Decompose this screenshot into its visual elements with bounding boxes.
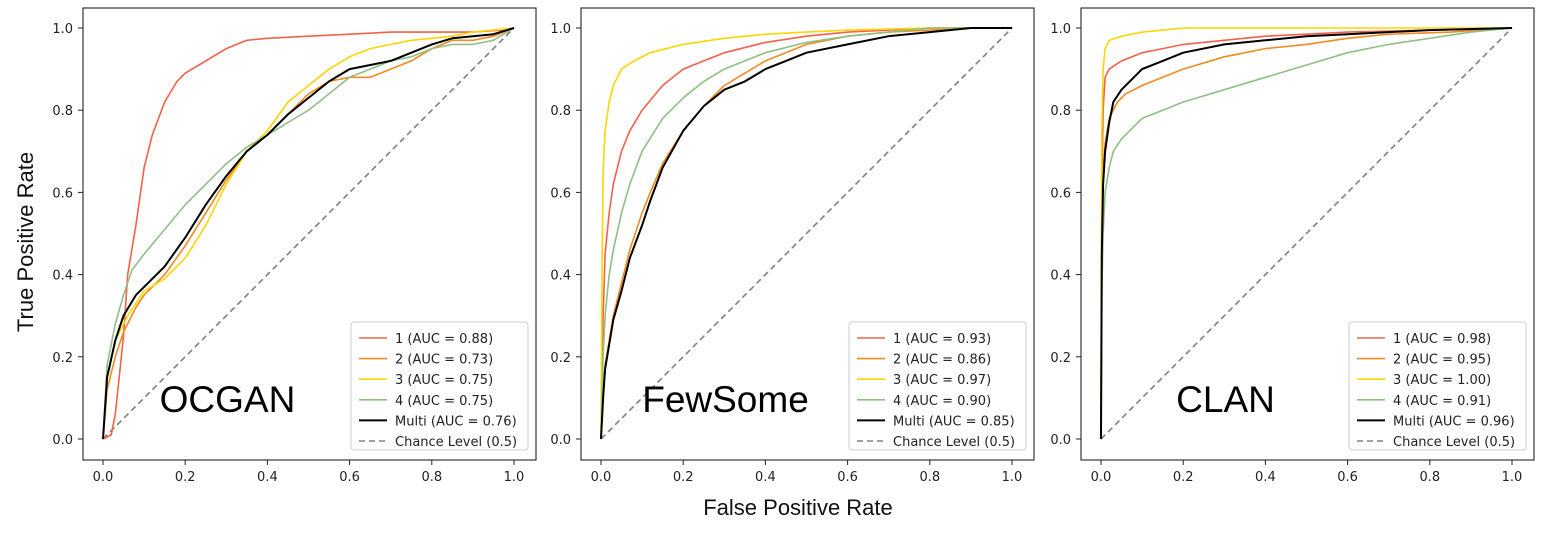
y-tick-label: 0.8 <box>52 104 73 119</box>
plot-frame <box>1080 7 1535 461</box>
x-axis-title: False Positive Rate <box>703 495 893 520</box>
y-tick-label: 0.0 <box>550 433 571 448</box>
legend-label: 1 (AUC = 0.88) <box>395 332 493 347</box>
y-tick-label: 0.6 <box>1050 186 1071 201</box>
legend-label: 1 (AUC = 0.93) <box>893 332 991 347</box>
x-tick-label: 0.8 <box>421 470 442 485</box>
legend-box <box>350 321 529 451</box>
roc-curve <box>1100 27 1513 440</box>
roc-curve <box>600 27 1012 440</box>
legend-label: 1 (AUC = 0.98) <box>1393 332 1491 347</box>
plot-frame <box>580 7 1035 461</box>
x-tick-label: 0.6 <box>339 470 360 485</box>
legend-label: 3 (AUC = 0.75) <box>395 373 493 388</box>
y-tick-label: 0.4 <box>52 269 73 284</box>
roc-curve <box>1100 27 1513 440</box>
legend-label: Chance Level (0.5) <box>893 435 1015 450</box>
legend-label: 3 (AUC = 1.00) <box>1393 373 1491 388</box>
x-tick-label: 1.0 <box>1002 470 1023 485</box>
x-tick-label: 0.2 <box>175 470 196 485</box>
roc-curve <box>102 27 515 440</box>
legend-box <box>1348 321 1527 451</box>
chance-line <box>1100 27 1513 440</box>
y-tick-label: 0.2 <box>550 351 571 366</box>
x-tick-label: 0.4 <box>755 470 776 485</box>
legend-label: Chance Level (0.5) <box>395 435 517 450</box>
legend-label: 3 (AUC = 0.97) <box>893 373 991 388</box>
panel-title: CLAN <box>1176 379 1275 420</box>
legend-label: Multi (AUC = 0.76) <box>395 414 517 429</box>
x-tick-label: 0.0 <box>591 470 612 485</box>
x-tick-label: 0.2 <box>673 470 694 485</box>
x-tick-label: 0.4 <box>257 470 278 485</box>
x-tick-label: 1.0 <box>1502 470 1523 485</box>
roc-curve <box>1100 27 1512 440</box>
x-tick-label: 0.0 <box>1091 470 1112 485</box>
legend: 1 (AUC = 0.93) 2 (AUC = 0.86) 3 (AUC = 0.9… <box>848 321 1027 451</box>
legend-label: Chance Level (0.5) <box>1393 435 1515 450</box>
x-tick-label: 0.6 <box>1337 470 1358 485</box>
roc-curve <box>102 27 515 440</box>
x-tick-label: 0.0 <box>93 470 114 485</box>
roc-curve <box>600 27 1012 440</box>
y-tick-label: 1.0 <box>1050 22 1071 37</box>
panel-title: FewSome <box>642 379 809 420</box>
x-tick-label: 0.2 <box>1173 470 1194 485</box>
y-tick-label: 0.4 <box>1050 269 1071 284</box>
y-tick-label: 0.4 <box>550 269 571 284</box>
legend-label: 4 (AUC = 0.75) <box>395 394 493 409</box>
roc-curve <box>102 27 515 440</box>
y-tick-label: 0.6 <box>550 186 571 201</box>
legend-label: 2 (AUC = 0.86) <box>893 353 991 368</box>
y-tick-label: 1.0 <box>52 22 73 37</box>
x-tick-label: 0.8 <box>919 470 940 485</box>
chance-line <box>102 27 515 440</box>
roc-panel: 0.0 0.2 0.4 0.6 0.8 1.0 0.0 0.2 0.4 0.6 0.8 1.0 OCGA… <box>52 7 537 485</box>
panel-title: OCGAN <box>160 379 296 420</box>
roc-curve <box>600 27 1012 440</box>
roc-curve <box>1100 27 1513 440</box>
legend-label: Multi (AUC = 0.96) <box>1393 414 1515 429</box>
y-tick-label: 1.0 <box>550 22 571 37</box>
x-tick-label: 1.0 <box>504 470 525 485</box>
plot-frame <box>82 7 537 461</box>
y-tick-label: 0.0 <box>1050 433 1071 448</box>
x-tick-label: 0.8 <box>1419 470 1440 485</box>
roc-panel: 0.0 0.2 0.4 0.6 0.8 1.0 0.0 0.2 0.4 0.6 0.8 1.0 FewS… <box>550 7 1035 485</box>
roc-curve <box>600 27 1012 440</box>
y-tick-label: 0.6 <box>52 186 73 201</box>
legend-box <box>848 321 1027 451</box>
x-tick-label: 0.4 <box>1255 470 1276 485</box>
y-tick-label: 0.8 <box>550 104 571 119</box>
y-tick-label: 0.8 <box>1050 104 1071 119</box>
legend-label: 2 (AUC = 0.95) <box>1393 353 1491 368</box>
legend-label: Multi (AUC = 0.85) <box>893 414 1015 429</box>
y-tick-label: 0.2 <box>1050 351 1071 366</box>
legend: 1 (AUC = 0.88) 2 (AUC = 0.73) 3 (AUC = 0.7… <box>350 321 529 451</box>
legend-label: 4 (AUC = 0.91) <box>1393 394 1491 409</box>
y-tick-label: 0.0 <box>52 433 73 448</box>
legend: 1 (AUC = 0.98) 2 (AUC = 0.95) 3 (AUC = 1.0… <box>1348 321 1527 451</box>
y-axis-title: True Positive Rate <box>13 152 38 332</box>
chance-line <box>600 27 1013 440</box>
x-tick-label: 0.6 <box>837 470 858 485</box>
roc-curve <box>102 27 515 440</box>
legend-label: 2 (AUC = 0.73) <box>395 353 493 368</box>
legend-label: 4 (AUC = 0.90) <box>893 394 991 409</box>
roc-panel: 0.0 0.2 0.4 0.6 0.8 1.0 0.0 0.2 0.4 0.6 0.8 1.0 CLAN… <box>1050 7 1535 485</box>
y-tick-label: 0.2 <box>52 351 73 366</box>
chart-panels: 0.0 0.2 0.4 0.6 0.8 1.0 0.0 0.2 0.4 0.6 0.8 1.0 OCGA… <box>52 7 1535 485</box>
